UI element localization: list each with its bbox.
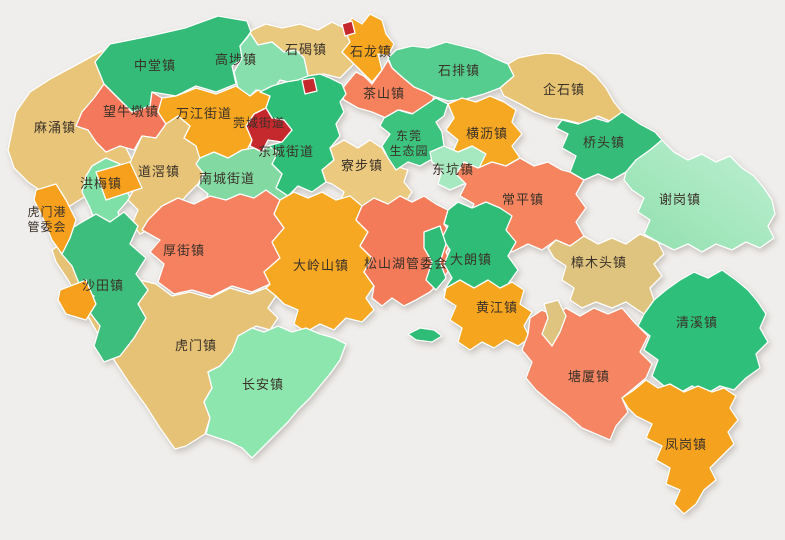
region-humengang[interactable]	[57, 279, 97, 321]
region-qishi[interactable]	[499, 52, 623, 125]
region-zhangmutou[interactable]	[541, 299, 567, 347]
region-daojiao[interactable]	[125, 115, 205, 235]
region-dalang[interactable]	[407, 327, 443, 343]
region-qingxi[interactable]	[637, 269, 769, 395]
region-chashan[interactable]	[339, 59, 435, 119]
region-humengang[interactable]	[95, 161, 143, 201]
region-guancheng[interactable]	[341, 20, 356, 37]
region-zhangmutou[interactable]	[547, 233, 665, 315]
region-dalingshan[interactable]	[263, 191, 375, 333]
region-huangjiang[interactable]	[443, 279, 533, 351]
region-guancheng[interactable]	[245, 107, 293, 153]
region-fenggang[interactable]	[621, 379, 739, 515]
region-changan[interactable]	[203, 325, 347, 459]
region-xiegang[interactable]	[623, 139, 776, 253]
region-guancheng[interactable]	[301, 77, 318, 95]
region-houjie[interactable]	[141, 189, 285, 297]
region-humengang[interactable]	[33, 183, 77, 255]
region-dalang[interactable]	[423, 225, 447, 291]
